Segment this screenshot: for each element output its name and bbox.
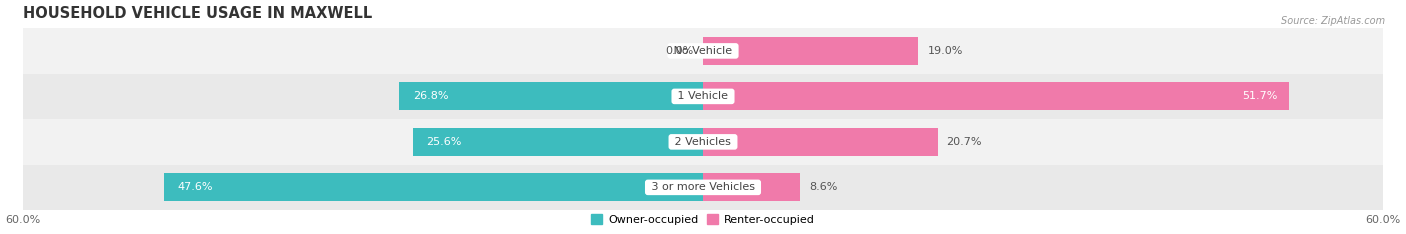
Bar (413, 128, 703, 156)
Text: 26.8%: 26.8% (413, 91, 449, 101)
Text: 3 or more Vehicles: 3 or more Vehicles (648, 182, 758, 192)
Text: 25.6%: 25.6% (426, 137, 463, 147)
Text: HOUSEHOLD VEHICLE USAGE IN MAXWELL: HOUSEHOLD VEHICLE USAGE IN MAXWELL (22, 6, 373, 21)
Text: 2 Vehicles: 2 Vehicles (671, 137, 735, 147)
Text: 8.6%: 8.6% (810, 182, 838, 192)
Text: 19.0%: 19.0% (928, 46, 963, 56)
Bar (703, 128, 938, 156)
Bar (22, 165, 1384, 210)
Text: 1 Vehicle: 1 Vehicle (675, 91, 731, 101)
Text: 20.7%: 20.7% (946, 137, 983, 147)
Text: 0.0%: 0.0% (665, 46, 695, 56)
Bar (22, 28, 1384, 74)
Text: 47.6%: 47.6% (177, 182, 212, 192)
Text: 51.7%: 51.7% (1241, 91, 1278, 101)
Bar (399, 82, 703, 110)
Bar (703, 82, 1289, 110)
Bar (163, 173, 703, 201)
Bar (22, 119, 1384, 165)
Legend: Owner-occupied, Renter-occupied: Owner-occupied, Renter-occupied (586, 210, 820, 229)
Bar (22, 74, 1384, 119)
Bar (703, 37, 918, 65)
Bar (703, 173, 800, 201)
Text: No Vehicle: No Vehicle (671, 46, 735, 56)
Text: Source: ZipAtlas.com: Source: ZipAtlas.com (1281, 16, 1385, 26)
